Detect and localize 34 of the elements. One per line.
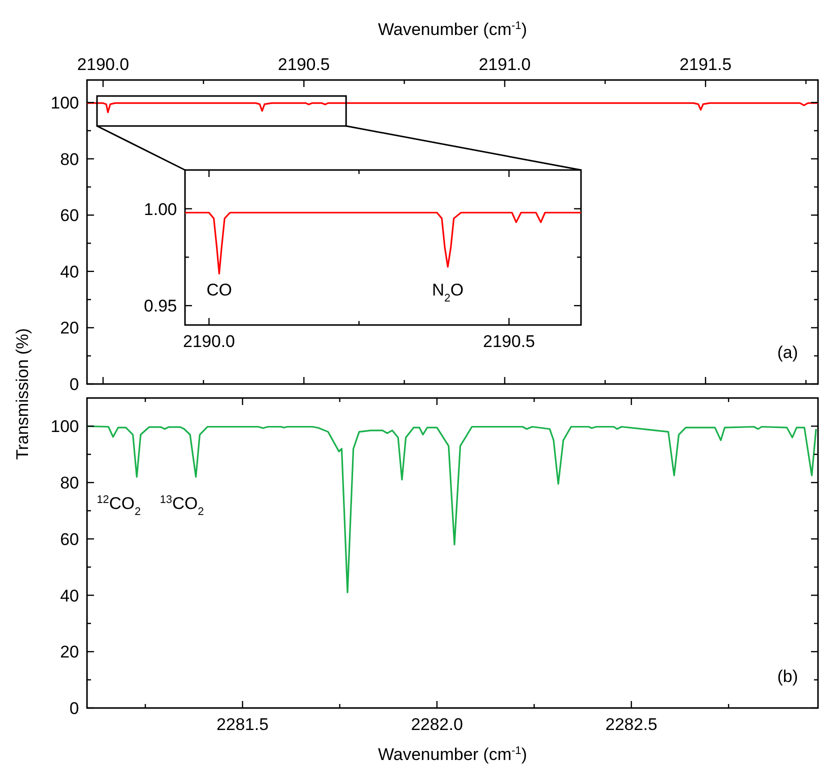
x-tick-label: 2190.5 <box>278 55 330 74</box>
x-tick-label: 2190.5 <box>483 332 535 351</box>
y-tick-label: 60 <box>60 530 79 549</box>
y-tick-label: 20 <box>60 318 79 338</box>
y-tick-label: 0 <box>70 699 79 718</box>
annotation: $^{13}$CO$_{2}$ <box>160 494 204 518</box>
y-tick-label: 80 <box>60 474 79 493</box>
y-axis-title: Transmission (%) <box>13 328 32 460</box>
x-tick-label: 2281.5 <box>216 715 269 734</box>
x-tick-label: 2191.5 <box>680 55 732 74</box>
annotation: $^{12}$CO$_{2}$ <box>96 494 141 518</box>
y-tick-label: 100 <box>50 94 79 113</box>
x-tick-label: 2190.0 <box>77 55 130 74</box>
annotation: (b) <box>777 667 798 686</box>
line-series <box>184 212 582 274</box>
y-tick-label: 100 <box>50 417 79 436</box>
x-tick-label: 2191.0 <box>478 55 531 74</box>
y-tick-label: 0 <box>70 375 79 394</box>
x-tick-label: 2190.0 <box>183 332 235 351</box>
annotation: (a) <box>777 343 798 362</box>
x-tick-label: 2282.0 <box>410 715 463 734</box>
y-tick-label: 40 <box>60 262 79 282</box>
x-tick-label: 2282.5 <box>605 715 658 734</box>
y-tick-label: 1.00 <box>144 200 177 219</box>
y-tick-label: 80 <box>60 150 79 169</box>
y-tick-label: 0.95 <box>144 296 177 316</box>
line-series <box>86 102 819 114</box>
y-tick-label: 20 <box>60 642 79 662</box>
y-tick-label: 60 <box>60 206 79 226</box>
annotation: CO <box>206 280 232 300</box>
y-tick-label: 40 <box>60 586 79 606</box>
x-axis-title: Wavenumber (cm$^{-1}$) <box>378 20 528 39</box>
annotation: N$_{2}$O <box>432 280 464 305</box>
x-axis-title: Wavenumber (cm$^{-1}$) <box>378 745 528 764</box>
